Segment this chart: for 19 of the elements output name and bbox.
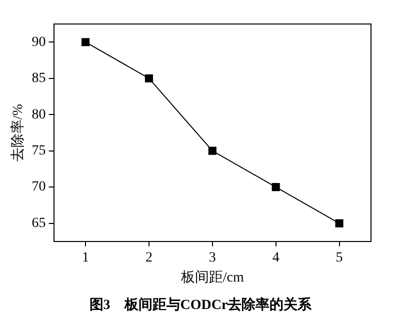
x-tick-label: 4 [272,250,280,266]
y-tick-label: 90 [32,34,46,50]
y-axis-title: 去除率/% [10,104,26,162]
x-tick-label: 5 [336,250,343,266]
point [335,219,344,228]
y-tick-label: 85 [32,71,46,86]
point [208,146,216,155]
x-axis-title: 板间距/cm [180,269,244,286]
x-tick-label: 1 [82,250,90,266]
point [144,74,153,82]
point [81,38,90,46]
x-tick-label: 2 [145,250,152,266]
caption: 图3 板间距与CODCr去除率的关系 [88,296,313,314]
y-tick-label: 80 [32,107,46,122]
x-tick-label: 3 [208,250,216,266]
point [272,183,280,192]
y-tick-label: 70 [32,180,46,195]
y-tick-label: 65 [32,216,46,231]
y-tick-label: 75 [32,143,46,158]
